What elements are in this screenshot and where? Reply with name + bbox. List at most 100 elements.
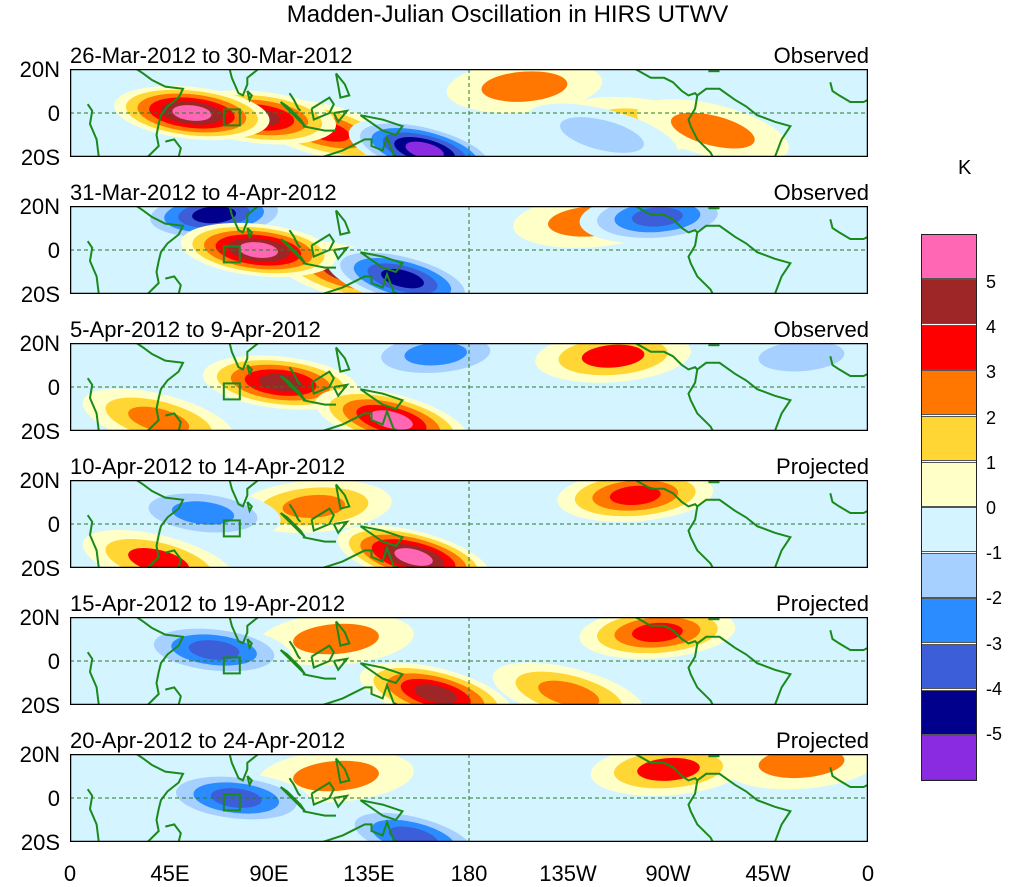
anomaly-contour (560, 117, 644, 153)
coastline (288, 777, 302, 797)
anomaly-contour (758, 343, 845, 372)
coastline (335, 483, 351, 510)
y-tick-label: 20S (20, 145, 60, 170)
coastline (246, 227, 254, 240)
coastline (696, 87, 792, 157)
legend-tick-label: 3 (986, 362, 997, 382)
panel-date-label: 5-Apr-2012 to 9-Apr-2012 (70, 317, 321, 342)
legend-tick-label: -5 (986, 724, 1003, 744)
y-tick-label: 20N (19, 331, 60, 356)
coastline (279, 649, 306, 675)
panel-kind-label: Projected (776, 591, 869, 616)
coastline (322, 271, 399, 294)
anomaly-contour (609, 485, 661, 506)
anomaly-contour (192, 206, 237, 224)
anomaly-contour (381, 268, 424, 289)
map-panel-1: 26-Mar-2012 to 30-Mar-2012 Observed 20N … (0, 43, 1015, 181)
legend-tick-label: -4 (986, 679, 1003, 699)
heatmap-map (70, 206, 868, 294)
coastline (218, 69, 260, 97)
coastline (634, 343, 699, 371)
legend-swatch (921, 279, 977, 324)
coastline (359, 251, 405, 274)
coastline (359, 114, 405, 137)
y-tick-label: 0 (47, 375, 60, 400)
coastline (288, 503, 302, 523)
coastline (246, 364, 254, 377)
coastline (687, 643, 714, 705)
anomaly-contour (238, 242, 278, 258)
coastline (218, 617, 260, 645)
coastline (86, 514, 100, 568)
coastline (279, 238, 306, 264)
legend-tick-label: 2 (986, 408, 997, 428)
coastline (302, 673, 336, 680)
coastline (322, 408, 399, 431)
coastline (86, 103, 100, 157)
x-tick-label: 0 (861, 861, 875, 886)
coastline (135, 617, 185, 705)
legend-tick-label: -1 (986, 543, 1003, 563)
coastline (322, 819, 399, 842)
coastline (246, 90, 254, 103)
anomaly-contour (670, 112, 755, 149)
coastline (86, 651, 100, 705)
coastline (246, 775, 254, 788)
y-tick-label: 20S (20, 556, 60, 581)
coastline (687, 369, 714, 431)
coastline (246, 501, 254, 514)
reference-box (222, 382, 241, 401)
y-tick-label: 0 (47, 512, 60, 537)
legend-swatch (921, 690, 977, 735)
y-tick-label: 0 (47, 238, 60, 263)
panel-kind-label: Projected (776, 728, 869, 753)
coastline (86, 377, 100, 431)
legend-swatch (921, 735, 977, 780)
legend-tick-label: 0 (986, 498, 997, 518)
coastline (288, 640, 302, 660)
coastline (310, 644, 335, 669)
x-tick-label: 135E (343, 861, 395, 886)
panel-date-label: 26-Mar-2012 to 30-Mar-2012 (70, 43, 353, 68)
panel-date-label: 31-Mar-2012 to 4-Apr-2012 (70, 180, 337, 205)
coastline (335, 72, 351, 99)
coastline (687, 506, 714, 568)
map-frame (70, 69, 868, 157)
coastline (359, 525, 405, 548)
heatmap-map (70, 69, 868, 157)
reference-box (222, 793, 241, 812)
map-frame (70, 206, 868, 294)
coastline (165, 275, 182, 294)
y-tick-label: 20N (19, 194, 60, 219)
coastline (332, 794, 350, 809)
panel-date-label: 20-Apr-2012 to 24-Apr-2012 (70, 728, 346, 753)
coastline (288, 366, 302, 386)
coastline (696, 361, 792, 431)
coastline (165, 686, 182, 705)
legend-swatch (921, 598, 977, 643)
y-tick-label: 20S (20, 419, 60, 444)
coastline (288, 229, 302, 249)
coastline (165, 138, 182, 157)
map-panel-3: 5-Apr-2012 to 9-Apr-2012 Observed 20N 0 … (0, 317, 1015, 455)
coastline (135, 69, 185, 157)
legend-swatch (921, 462, 977, 507)
coastline (359, 799, 405, 822)
anomaly-contour (631, 622, 683, 643)
panel-kind-label: Observed (773, 43, 869, 68)
reference-box (222, 108, 241, 127)
anomaly-contour (481, 71, 568, 102)
map-panel-2: 31-Mar-2012 to 4-Apr-2012 Observed 20N 0… (0, 180, 1015, 318)
coastline (302, 125, 336, 132)
legend-swatch (921, 325, 977, 370)
coastline (279, 101, 306, 127)
coastline (310, 507, 335, 532)
coastline (335, 757, 351, 784)
coastline (332, 109, 350, 124)
panel-kind-label: Observed (773, 317, 869, 342)
coastline (165, 549, 182, 568)
coastline (310, 96, 335, 121)
heatmap-map (70, 617, 868, 705)
coastline (310, 370, 335, 395)
coastline (634, 69, 699, 97)
